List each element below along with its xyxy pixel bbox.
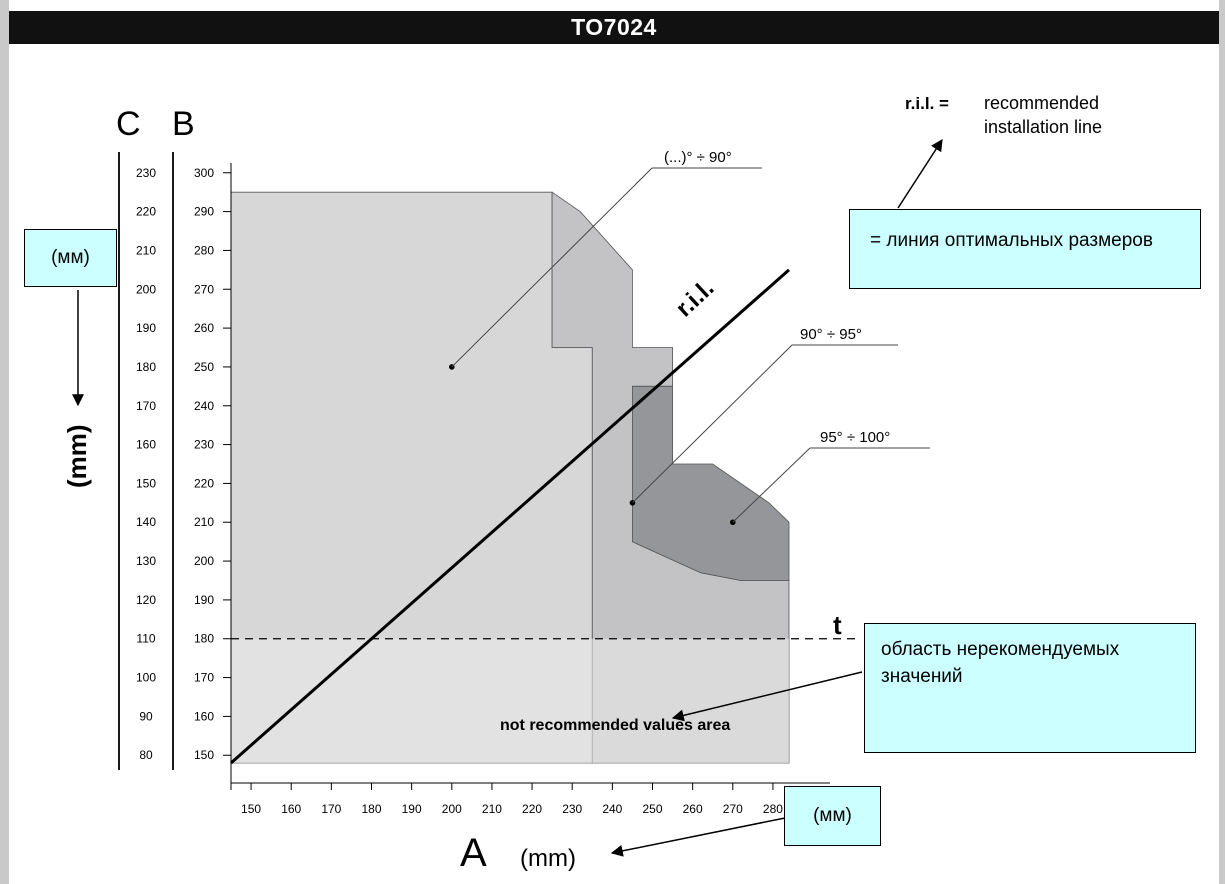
legend-arrow (897, 138, 943, 209)
region-label: 95° ÷ 100° (820, 429, 890, 446)
not-recommended-text: область нерекомендуемых значений (881, 639, 1120, 687)
region-label: (...)° ÷ 90° (664, 149, 732, 166)
x-tick-label: 230 (562, 802, 582, 816)
mm-bottom-text: (мм) (813, 805, 852, 826)
not-recommended-arrow (671, 671, 863, 722)
ril-translation-box: = линия оптимальных размеров (849, 209, 1201, 289)
x-tick-label: 150 (241, 802, 261, 816)
b-tick-label: 290 (194, 205, 214, 219)
x-tick-label: 270 (723, 802, 743, 816)
mm-left-text: (мм) (51, 247, 90, 268)
c-tick-label: 110 (136, 632, 155, 646)
b-tick-label: 300 (194, 166, 214, 180)
chart-labels: (...)° ÷ 90° 90° ÷ 95° 95° ÷ 100° (448, 149, 930, 526)
c-tick-label: 210 (136, 243, 156, 257)
not-recommended-area (231, 638, 789, 763)
region-leader (632, 344, 793, 504)
b-tick-label: 150 (194, 748, 214, 762)
b-tick-label: 180 (194, 632, 214, 646)
c-tick-label: 160 (136, 438, 156, 452)
c-tick-label: 140 (136, 515, 156, 529)
x-tick-label: 160 (281, 802, 301, 816)
frame-right (1219, 0, 1225, 884)
t-line-label: t (833, 610, 842, 640)
b-tick-label: 240 (194, 399, 214, 413)
chart-axes: 150 160 170 180 190 200 210 220 230 240 250 260 270 2… (118, 152, 830, 816)
x-tick-label: 250 (642, 802, 662, 816)
region-label: 90° ÷ 95° (800, 326, 862, 343)
c-tick-label: 200 (136, 282, 156, 296)
c-tick-label: 170 (136, 399, 156, 413)
region-3 (632, 385, 790, 581)
c-tick-label: 90 (139, 709, 153, 723)
c-tick-label: 220 (136, 205, 156, 219)
b-tick-label: 260 (194, 321, 214, 335)
b-tick-label: 190 (194, 593, 214, 607)
page-title: TO7024 (9, 11, 1219, 44)
c-tick-label: 150 (136, 476, 156, 490)
b-tick-label: 210 (194, 515, 214, 529)
b-tick-label: 230 (194, 438, 214, 452)
c-tick-label: 230 (136, 166, 156, 180)
legend-ril-key: r.i.l. = (905, 94, 949, 113)
ril-line-label: r.i.l. (671, 274, 720, 322)
x-tick-label: 170 (321, 802, 341, 816)
ril-line (230, 268, 790, 765)
x-tick-label: 280 (763, 802, 783, 816)
mm-left-box: (мм) (24, 229, 117, 287)
x-tick-label: 200 (442, 802, 462, 816)
b-tick-label: 270 (194, 282, 214, 296)
y-axis-unit: (mm) (62, 424, 92, 488)
b-tick-label: 170 (194, 671, 214, 685)
c-tick-label: 80 (139, 748, 153, 762)
c-tick-label: 120 (136, 593, 156, 607)
b-axis-letter: B (172, 105, 195, 143)
x-tick-label: 220 (522, 802, 542, 816)
b-tick-label: 250 (194, 360, 214, 374)
x-tick-label: 210 (482, 802, 502, 816)
chart-regions (230, 191, 790, 764)
c-tick-label: 180 (136, 360, 156, 374)
region-leader (451, 167, 653, 368)
c-tick-label: 100 (136, 671, 156, 685)
x-tick-label: 260 (683, 802, 703, 816)
x-tick-label: 190 (402, 802, 422, 816)
c-tick-label: 190 (136, 321, 156, 335)
b-tick-label: 280 (194, 243, 214, 257)
ril-translation-text: = линия оптимальных размеров (870, 230, 1153, 251)
x-tick-label: 240 (602, 802, 622, 816)
b-tick-label: 220 (194, 476, 214, 490)
a-axis-letter: A (460, 831, 487, 875)
not-recommended-label: not recommended values area (500, 717, 730, 734)
b-tick-label: 200 (194, 554, 214, 568)
x-tick-label: 180 (361, 802, 381, 816)
c-tick-label: 130 (136, 554, 156, 568)
x-axis-unit: (mm) (520, 845, 576, 872)
frame-left (0, 0, 9, 884)
b-tick-label: 160 (194, 709, 214, 723)
mm-bottom-box: (мм) (784, 786, 881, 846)
chart-lines (230, 268, 858, 765)
region-leader (732, 447, 811, 523)
mm-bottom-arrow (610, 817, 786, 857)
not-recommended-box: область нерекомендуемых значений (864, 623, 1196, 753)
legend-ril-line1: recommended (984, 93, 1099, 113)
c-axis-letter: C (116, 105, 141, 143)
legend-ril-line2: installation line (984, 117, 1102, 137)
